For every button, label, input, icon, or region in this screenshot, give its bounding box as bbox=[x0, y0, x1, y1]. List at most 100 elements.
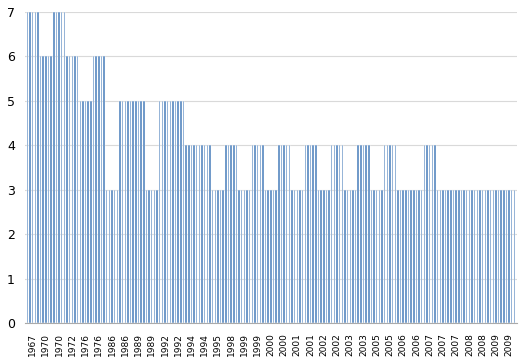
Bar bbox=[427, 146, 428, 323]
Bar bbox=[365, 146, 367, 323]
Bar bbox=[400, 190, 401, 323]
Bar bbox=[61, 12, 62, 323]
Bar bbox=[397, 190, 399, 323]
Bar bbox=[117, 190, 118, 323]
Bar bbox=[495, 190, 497, 323]
Bar bbox=[270, 190, 271, 323]
Bar bbox=[376, 190, 377, 323]
Bar bbox=[42, 56, 44, 323]
Bar bbox=[37, 12, 39, 323]
Bar bbox=[429, 146, 430, 323]
Bar bbox=[381, 190, 383, 323]
Bar bbox=[82, 101, 84, 323]
Bar bbox=[191, 146, 192, 323]
Bar bbox=[437, 190, 439, 323]
Bar bbox=[387, 146, 388, 323]
Bar bbox=[185, 146, 187, 323]
Bar bbox=[482, 190, 483, 323]
Bar bbox=[310, 146, 311, 323]
Bar bbox=[48, 56, 49, 323]
Bar bbox=[138, 101, 139, 323]
Bar bbox=[350, 190, 351, 323]
Bar bbox=[329, 190, 330, 323]
Bar bbox=[119, 101, 121, 323]
Bar bbox=[172, 101, 173, 323]
Bar bbox=[108, 190, 110, 323]
Bar bbox=[395, 146, 396, 323]
Bar bbox=[88, 101, 89, 323]
Bar bbox=[225, 146, 226, 323]
Bar bbox=[233, 146, 235, 323]
Bar bbox=[405, 190, 407, 323]
Bar bbox=[201, 146, 203, 323]
Bar bbox=[180, 101, 182, 323]
Bar bbox=[228, 146, 229, 323]
Bar bbox=[334, 146, 335, 323]
Bar bbox=[178, 101, 179, 323]
Bar bbox=[384, 146, 386, 323]
Bar bbox=[214, 190, 216, 323]
Bar bbox=[146, 190, 147, 323]
Bar bbox=[331, 146, 332, 323]
Bar bbox=[461, 190, 462, 323]
Bar bbox=[175, 101, 176, 323]
Bar bbox=[368, 146, 369, 323]
Bar bbox=[289, 146, 290, 323]
Bar bbox=[27, 12, 28, 323]
Bar bbox=[254, 146, 256, 323]
Bar bbox=[32, 12, 34, 323]
Bar bbox=[445, 190, 446, 323]
Bar bbox=[440, 190, 441, 323]
Bar bbox=[352, 190, 354, 323]
Bar bbox=[479, 190, 481, 323]
Bar bbox=[413, 190, 414, 323]
Bar bbox=[273, 190, 274, 323]
Bar bbox=[50, 56, 52, 323]
Bar bbox=[276, 190, 277, 323]
Bar bbox=[342, 146, 343, 323]
Bar bbox=[35, 12, 36, 323]
Bar bbox=[370, 190, 372, 323]
Bar bbox=[374, 190, 375, 323]
Bar bbox=[114, 190, 115, 323]
Bar bbox=[355, 190, 356, 323]
Bar bbox=[458, 190, 460, 323]
Bar bbox=[416, 190, 417, 323]
Bar bbox=[286, 146, 288, 323]
Bar bbox=[514, 190, 515, 323]
Bar bbox=[360, 146, 362, 323]
Bar bbox=[498, 190, 499, 323]
Bar bbox=[90, 101, 92, 323]
Bar bbox=[389, 146, 391, 323]
Bar bbox=[267, 190, 269, 323]
Bar bbox=[257, 146, 258, 323]
Bar bbox=[281, 146, 282, 323]
Bar bbox=[133, 101, 134, 323]
Bar bbox=[212, 190, 213, 323]
Bar bbox=[63, 12, 65, 323]
Bar bbox=[326, 190, 327, 323]
Bar bbox=[246, 190, 248, 323]
Bar bbox=[299, 190, 301, 323]
Bar bbox=[140, 101, 142, 323]
Bar bbox=[471, 190, 473, 323]
Bar bbox=[455, 190, 457, 323]
Bar bbox=[432, 146, 433, 323]
Bar bbox=[148, 190, 150, 323]
Bar bbox=[344, 190, 346, 323]
Bar bbox=[122, 101, 123, 323]
Bar bbox=[312, 146, 314, 323]
Bar bbox=[135, 101, 137, 323]
Bar bbox=[106, 190, 107, 323]
Bar bbox=[265, 190, 266, 323]
Bar bbox=[500, 190, 502, 323]
Bar bbox=[244, 190, 245, 323]
Bar bbox=[262, 146, 264, 323]
Bar bbox=[466, 190, 467, 323]
Bar bbox=[206, 146, 208, 323]
Bar bbox=[74, 56, 75, 323]
Bar bbox=[58, 12, 60, 323]
Bar bbox=[69, 56, 70, 323]
Bar bbox=[111, 190, 113, 323]
Bar bbox=[217, 190, 219, 323]
